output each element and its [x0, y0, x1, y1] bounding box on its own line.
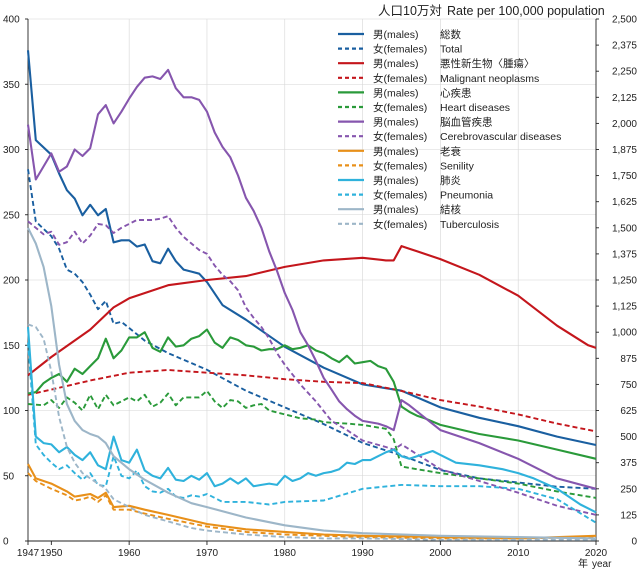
series-line-male-2 [27, 328, 597, 460]
series-line-female-0 [27, 169, 597, 490]
legend-category-male: 老衰 [440, 145, 461, 158]
legend-label-female: 女(females) [373, 218, 427, 231]
series-line-male-6 [27, 227, 597, 540]
y-right-tick-label: 500 [620, 432, 637, 443]
legend-category-female: Heart diseases [440, 102, 510, 114]
y-right-tick-label: 1,250 [612, 276, 637, 287]
y-right-tick-label: 2,250 [612, 67, 637, 78]
series-line-female-4 [27, 472, 597, 540]
series-line-male-1 [27, 245, 597, 377]
y-right-tick-label: 375 [620, 458, 637, 469]
legend-label-female: 女(females) [373, 159, 427, 172]
y-left-tick-label: 350 [3, 80, 20, 91]
y-right-tick-label: 1,500 [612, 223, 637, 234]
series-line-female-3 [27, 215, 597, 516]
legend-category-female: Tuberculosis [440, 219, 499, 231]
x-tick-label: 1950 [40, 548, 63, 559]
legend-label-male: 男(males) [373, 29, 419, 41]
legend-category-female: Senility [440, 160, 475, 172]
y-right-tick-label: 1,750 [612, 171, 637, 182]
legend-label-female: 女(females) [373, 130, 427, 143]
y-left-tick-label: 200 [3, 276, 20, 287]
title-left: 人口10万対 [378, 4, 442, 18]
y-right-tick-label: 2,500 [612, 15, 637, 26]
y-left-tick-label: 300 [3, 145, 20, 156]
axes: 0 50 100 150 200 250 300 350 400 0 125 250 375 500 625… [3, 15, 637, 560]
y-right-tick-label: 1,625 [612, 197, 637, 208]
legend-label-female: 女(females) [373, 189, 427, 202]
x-tick-label: 1980 [274, 548, 297, 559]
y-right-tick-label: 0 [631, 537, 637, 548]
y-right-tick-label: 1,000 [612, 328, 637, 339]
legend-label-male: 男(males) [373, 87, 419, 99]
grid-lines [28, 18, 596, 541]
legend-label-female: 女(females) [373, 43, 427, 56]
x-axis-label-en: year [592, 559, 612, 570]
y-left-tick-label: 250 [3, 210, 20, 221]
series-line-male-3 [26, 68, 597, 490]
y-right-tick-label: 625 [620, 406, 637, 417]
legend-category-female: Malignant neoplasms [440, 73, 539, 85]
legend-category-female: Pneumonia [440, 190, 493, 202]
legend-category-male: 悪性新生物〈腫瘍〉 [440, 57, 535, 70]
title-right: Rate per 100,000 population [447, 4, 605, 18]
legend-category-female: Total [440, 44, 462, 56]
y-left-tick-label: 100 [3, 406, 20, 417]
y-right-tick-label: 2,375 [612, 41, 637, 52]
legend-category-female: Cerebrovascular diseases [440, 131, 561, 143]
series-line-female-2 [27, 389, 597, 499]
legend-category-male: 総数 [440, 28, 461, 41]
y-left-tick-label: 400 [3, 15, 20, 26]
legend-label-male: 男(males) [373, 175, 419, 187]
x-tick-label: 1970 [196, 548, 219, 559]
series-lines [26, 50, 597, 541]
x-axis-label-jp: 年 [578, 557, 588, 570]
series-line-female-6 [27, 323, 596, 541]
series-line-male-5 [26, 326, 597, 514]
legend-label-male: 男(males) [373, 204, 419, 216]
series-line-female-1 [27, 369, 597, 433]
series-line-male-0 [26, 50, 597, 447]
y-left-tick-label: 50 [3, 471, 15, 482]
x-tick-label: 1947 [17, 548, 40, 559]
legend-category-male: 脳血管疾患 [440, 116, 493, 129]
y-right-tick-label: 1,125 [612, 302, 637, 313]
y-right-tick-label: 1,375 [612, 249, 637, 260]
legend-category-male: 肺炎 [440, 175, 461, 187]
y-left-tick-label: 0 [3, 537, 9, 548]
series-line-male-4 [27, 463, 597, 540]
x-tick-label: 1960 [118, 548, 141, 559]
x-tick-label: 2000 [429, 548, 452, 559]
legend-label-male: 男(males) [373, 146, 419, 158]
y-right-tick-label: 125 [620, 510, 637, 521]
legend-label-female: 女(females) [373, 72, 427, 85]
legend-category-male: 心疾患 [440, 86, 472, 99]
legend-category-male: 結核 [440, 203, 461, 216]
y-right-tick-label: 1,875 [612, 145, 637, 156]
y-right-tick-label: 750 [620, 380, 637, 391]
legend-label-male: 男(males) [373, 58, 419, 70]
x-tick-label: 1990 [351, 548, 374, 559]
y-right-tick-label: 250 [620, 484, 637, 495]
y-right-tick-label: 2,125 [612, 93, 637, 104]
y-left-tick-label: 150 [3, 341, 20, 352]
legend-label-female: 女(females) [373, 101, 427, 114]
x-tick-label: 2010 [507, 548, 530, 559]
series-line-female-5 [27, 342, 597, 524]
y-right-tick-label: 2,000 [612, 119, 637, 130]
y-right-tick-label: 875 [620, 354, 637, 365]
x-tick-label: 2020 [585, 548, 608, 559]
legend-label-male: 男(males) [373, 117, 419, 129]
